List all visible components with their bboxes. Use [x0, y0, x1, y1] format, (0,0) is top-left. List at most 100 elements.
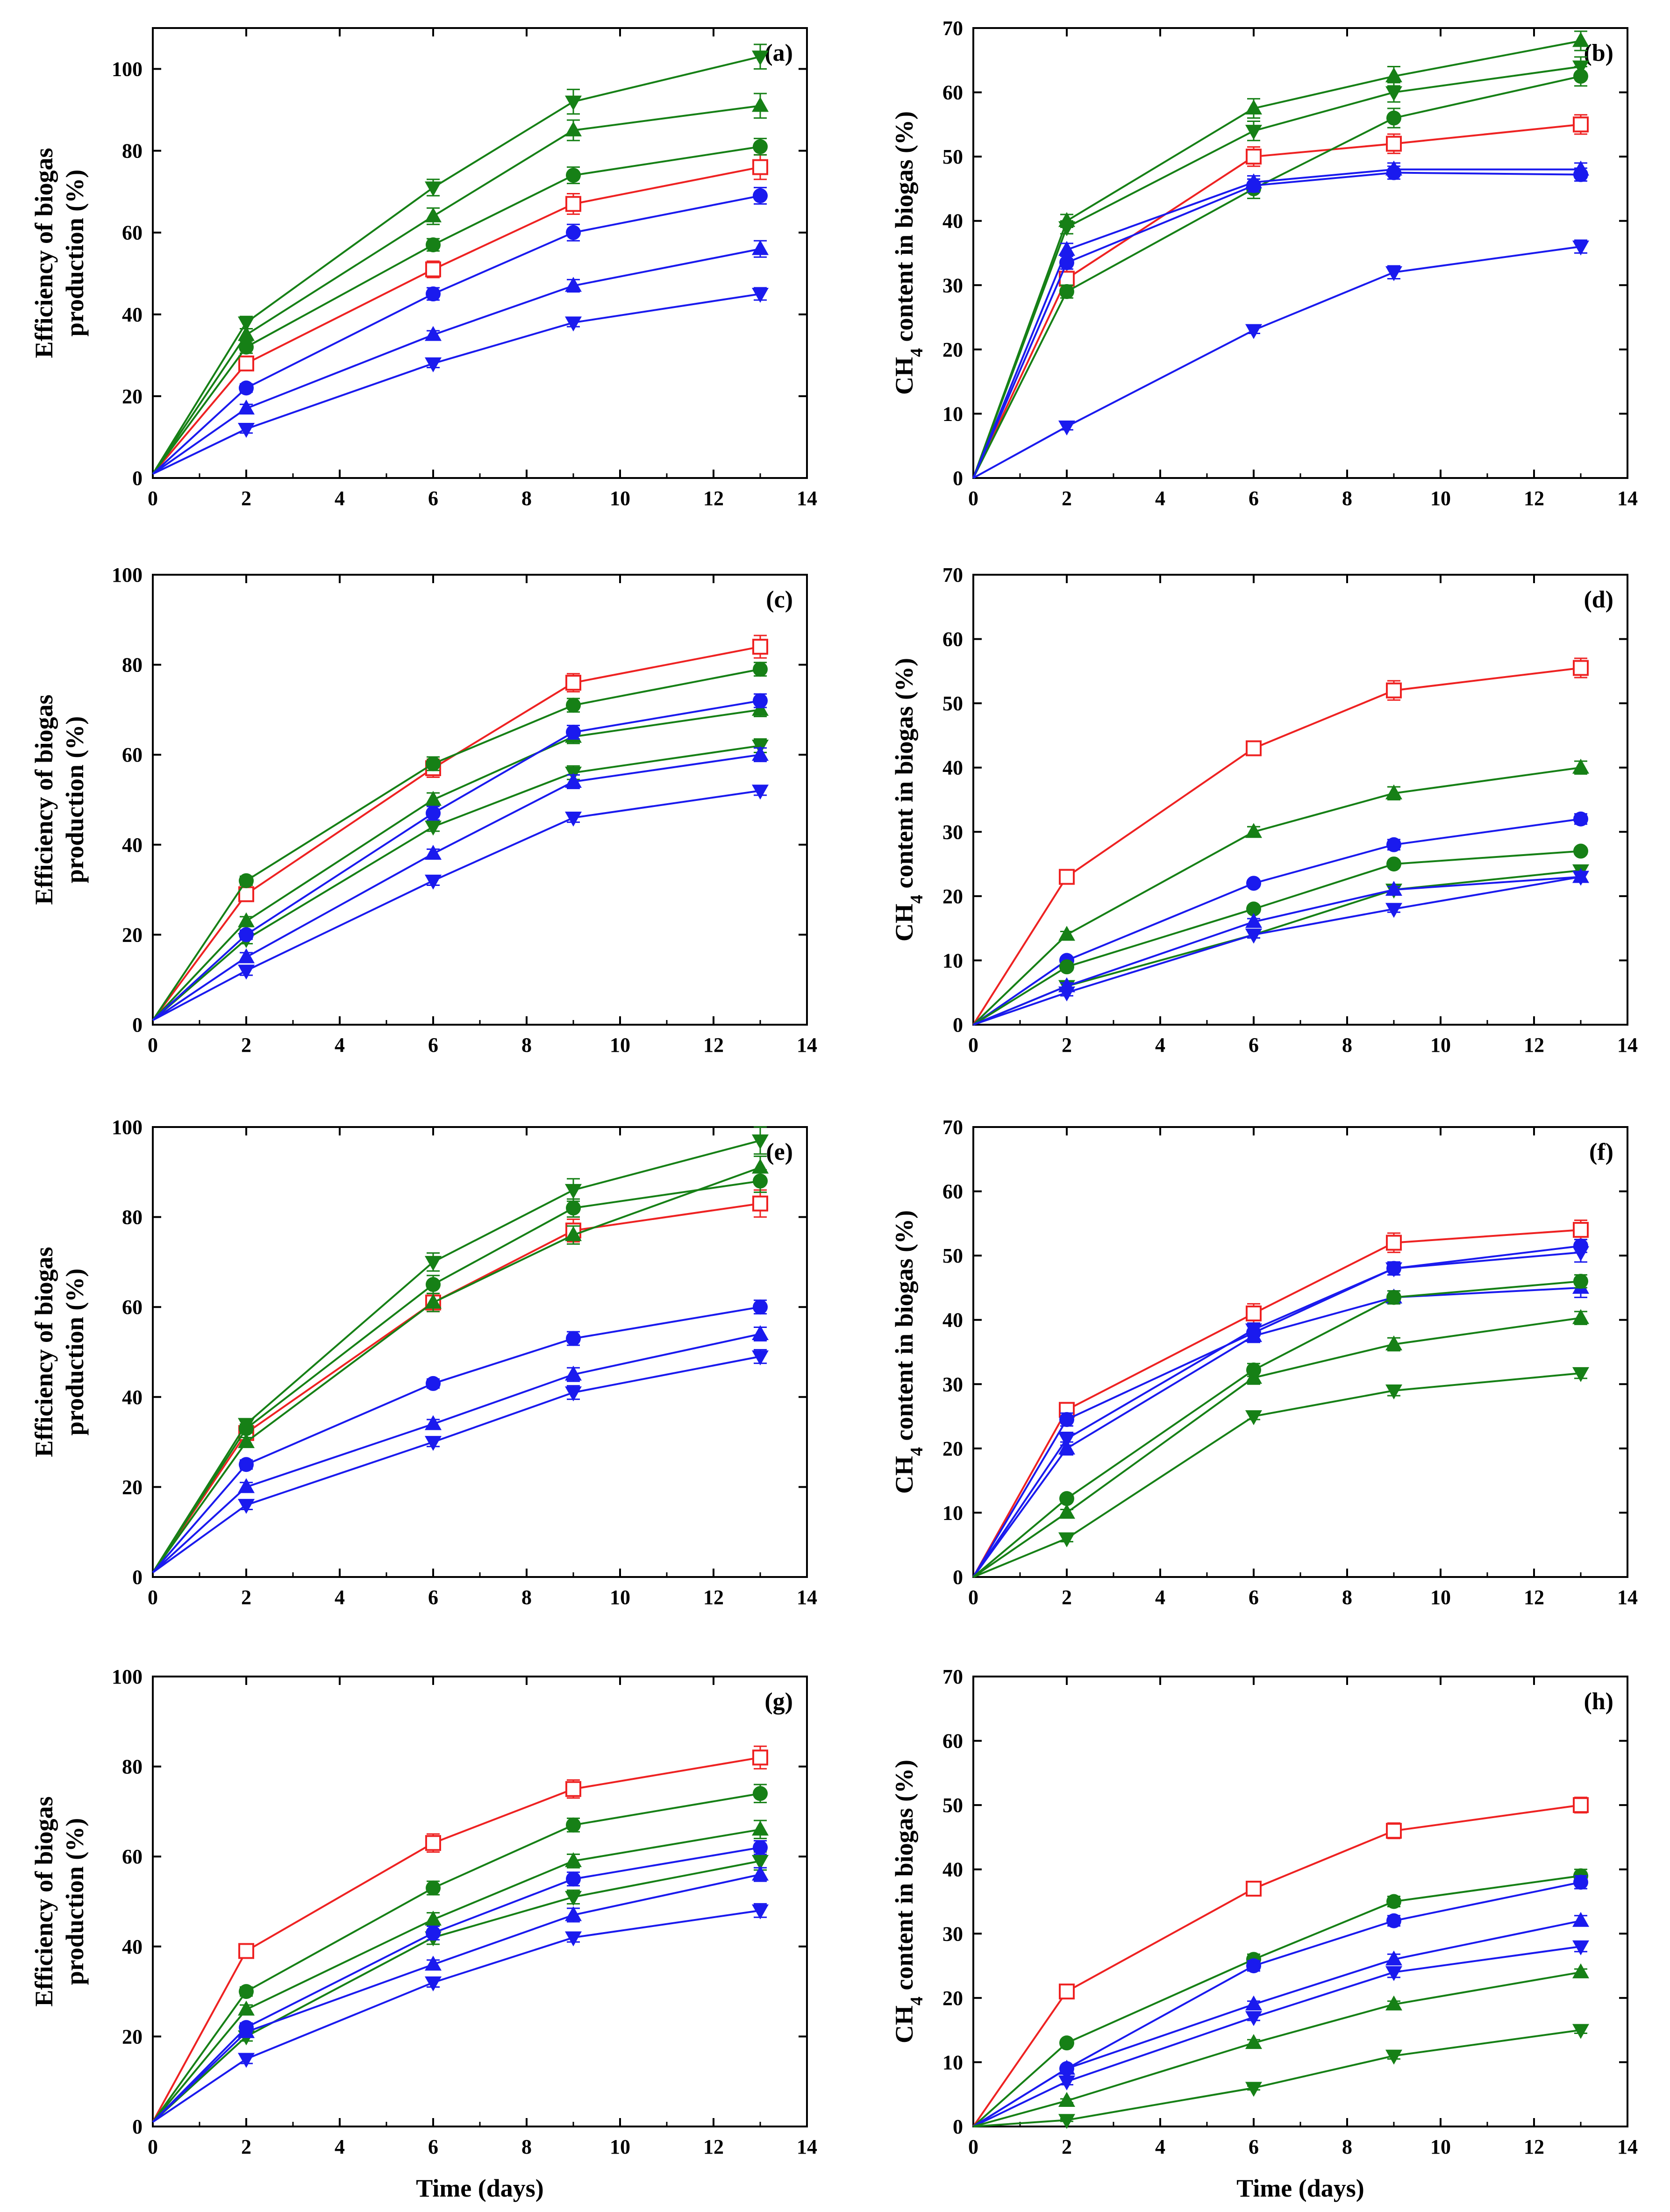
- marker-open-square: [1246, 1880, 1262, 1897]
- marker-triangle-down: [752, 50, 769, 66]
- marker-circle: [239, 927, 254, 942]
- marker-circle: [753, 693, 768, 708]
- x-axis: 0 2 4 6 8 10 12 14: [148, 28, 817, 510]
- marker-triangle-down: [752, 1904, 769, 1919]
- marker-circle: [1386, 856, 1401, 872]
- marker-circle: [566, 1871, 581, 1887]
- marker-triangle-down: [1385, 1262, 1402, 1277]
- marker-triangle-down: [238, 422, 255, 438]
- marker-open-square: [752, 1749, 768, 1766]
- x-tick-label: 2: [241, 1034, 251, 1056]
- panel-a: 0 2 4 6 8 10 12 14 0 20 40 60 80 100 Efficiency of bio…: [30, 27, 817, 510]
- marker-circle: [239, 380, 254, 396]
- y-axis: 0 20 40 60 80 100: [112, 564, 807, 1036]
- marker-circle: [1246, 901, 1261, 917]
- marker-circle: [1573, 167, 1588, 182]
- x-tick-label: 6: [1249, 2135, 1259, 2158]
- marker-triangle-down: [565, 1931, 582, 1947]
- x-tick-label: 10: [610, 1586, 630, 1609]
- marker-triangle-down: [425, 874, 442, 890]
- marker-circle: [566, 1817, 581, 1833]
- marker-circle: [426, 1925, 441, 1941]
- x-tick-label: 12: [1524, 487, 1544, 510]
- marker-triangle-down: [752, 1350, 769, 1366]
- y-tick-label: 0: [953, 467, 963, 490]
- marker-open-square: [425, 261, 441, 278]
- marker-triangle-down: [1245, 928, 1262, 944]
- panel-h: 0 2 4 6 8 10 12 14 0 10 20 30 40 50 60 70 CH4 content in…: [890, 1665, 1638, 2202]
- marker-triangle-down: [1245, 324, 1262, 339]
- x-tick-label: 4: [1155, 1034, 1165, 1056]
- series-line: [152, 1909, 761, 2123]
- y-axis-title: CH4 content in biogas (%): [890, 111, 927, 395]
- marker-triangle-down: [1572, 871, 1589, 886]
- marker-triangle-down: [1385, 1384, 1402, 1400]
- y-axis-title-line: Efficiency of biogas: [30, 695, 58, 905]
- x-tick-label: 6: [428, 1034, 438, 1056]
- x-tick-label: 12: [1524, 1586, 1544, 1609]
- y-tick-label: 30: [942, 1922, 963, 1945]
- x-axis: 0 2 4 6 8 10 12 14: [148, 1127, 817, 1609]
- series-green-circle: [152, 137, 768, 475]
- y-tick-label: 70: [942, 17, 963, 40]
- series-blue-triangle-down: [973, 871, 1589, 1026]
- y-tick-label: 40: [122, 1935, 143, 1958]
- x-tick-label: 2: [241, 2135, 251, 2158]
- y-tick-label: 30: [942, 821, 963, 843]
- marker-open-square: [1246, 149, 1262, 165]
- marker-triangle-down: [1572, 240, 1589, 256]
- x-tick-label: 10: [610, 1034, 630, 1056]
- series-green-triangle-up: [973, 1963, 1589, 2127]
- marker-circle: [426, 237, 441, 252]
- marker-circle: [1059, 255, 1074, 271]
- marker-triangle-down: [752, 1134, 769, 1149]
- y-axis-title: CH4 content in biogas (%): [890, 1760, 927, 2043]
- x-tick-label: 6: [1249, 487, 1259, 510]
- x-tick-label: 8: [521, 2135, 532, 2158]
- marker-circle: [753, 188, 768, 203]
- series-blue-triangle-down: [152, 287, 769, 475]
- marker-triangle-down: [1385, 2049, 1402, 2065]
- y-tick-label: 30: [942, 274, 963, 297]
- y-axis-title-line: Efficiency of biogas: [30, 148, 58, 358]
- x-tick-label: 10: [1430, 2135, 1451, 2158]
- marker-circle: [1059, 1491, 1074, 1506]
- series-line: [152, 1202, 761, 1573]
- x-axis: 0 2 4 6 8 10 12 14: [148, 1677, 817, 2158]
- marker-circle: [1386, 837, 1401, 852]
- series-blue-circle: [152, 186, 768, 475]
- x-tick-label: 0: [148, 1034, 158, 1056]
- x-axis: 0 2 4 6 8 10 12 14: [968, 28, 1638, 510]
- marker-circle: [566, 225, 581, 240]
- marker-circle: [753, 662, 768, 677]
- marker-triangle-up: [1245, 2034, 1262, 2049]
- y-axis: 0 10 20 30 40 50 60 70: [942, 17, 1627, 490]
- marker-triangle-up: [752, 97, 769, 112]
- y-tick-label: 10: [942, 949, 963, 972]
- x-tick-label: 14: [1617, 487, 1638, 510]
- marker-circle: [1386, 110, 1401, 126]
- x-tick-label: 0: [148, 487, 158, 510]
- y-tick-label: 20: [942, 885, 963, 908]
- x-tick-label: 12: [1524, 2135, 1544, 2158]
- x-tick-label: 14: [797, 1586, 817, 1609]
- series-green-circle: [152, 662, 768, 1021]
- series-blue-triangle-down: [973, 239, 1589, 479]
- marker-circle: [1573, 811, 1588, 827]
- marker-triangle-down: [752, 1855, 769, 1870]
- series-green-circle: [152, 1784, 768, 2123]
- marker-triangle-up: [752, 1820, 769, 1836]
- marker-triangle-down: [1385, 903, 1402, 918]
- series-red-open-square: [972, 1219, 1589, 1577]
- series-line: [152, 1756, 761, 2123]
- series-red-open-square: [972, 1797, 1589, 2127]
- x-tick-label: 8: [1342, 2135, 1352, 2158]
- marker-triangle-down: [425, 181, 442, 197]
- marker-circle: [566, 168, 581, 183]
- series-line: [152, 1333, 761, 1573]
- x-tick-label: 10: [1430, 487, 1451, 510]
- y-tick-label: 0: [953, 1566, 963, 1589]
- y-tick-label: 20: [122, 2025, 143, 2048]
- y-tick-label: 100: [112, 1665, 143, 1688]
- marker-open-square: [565, 675, 581, 691]
